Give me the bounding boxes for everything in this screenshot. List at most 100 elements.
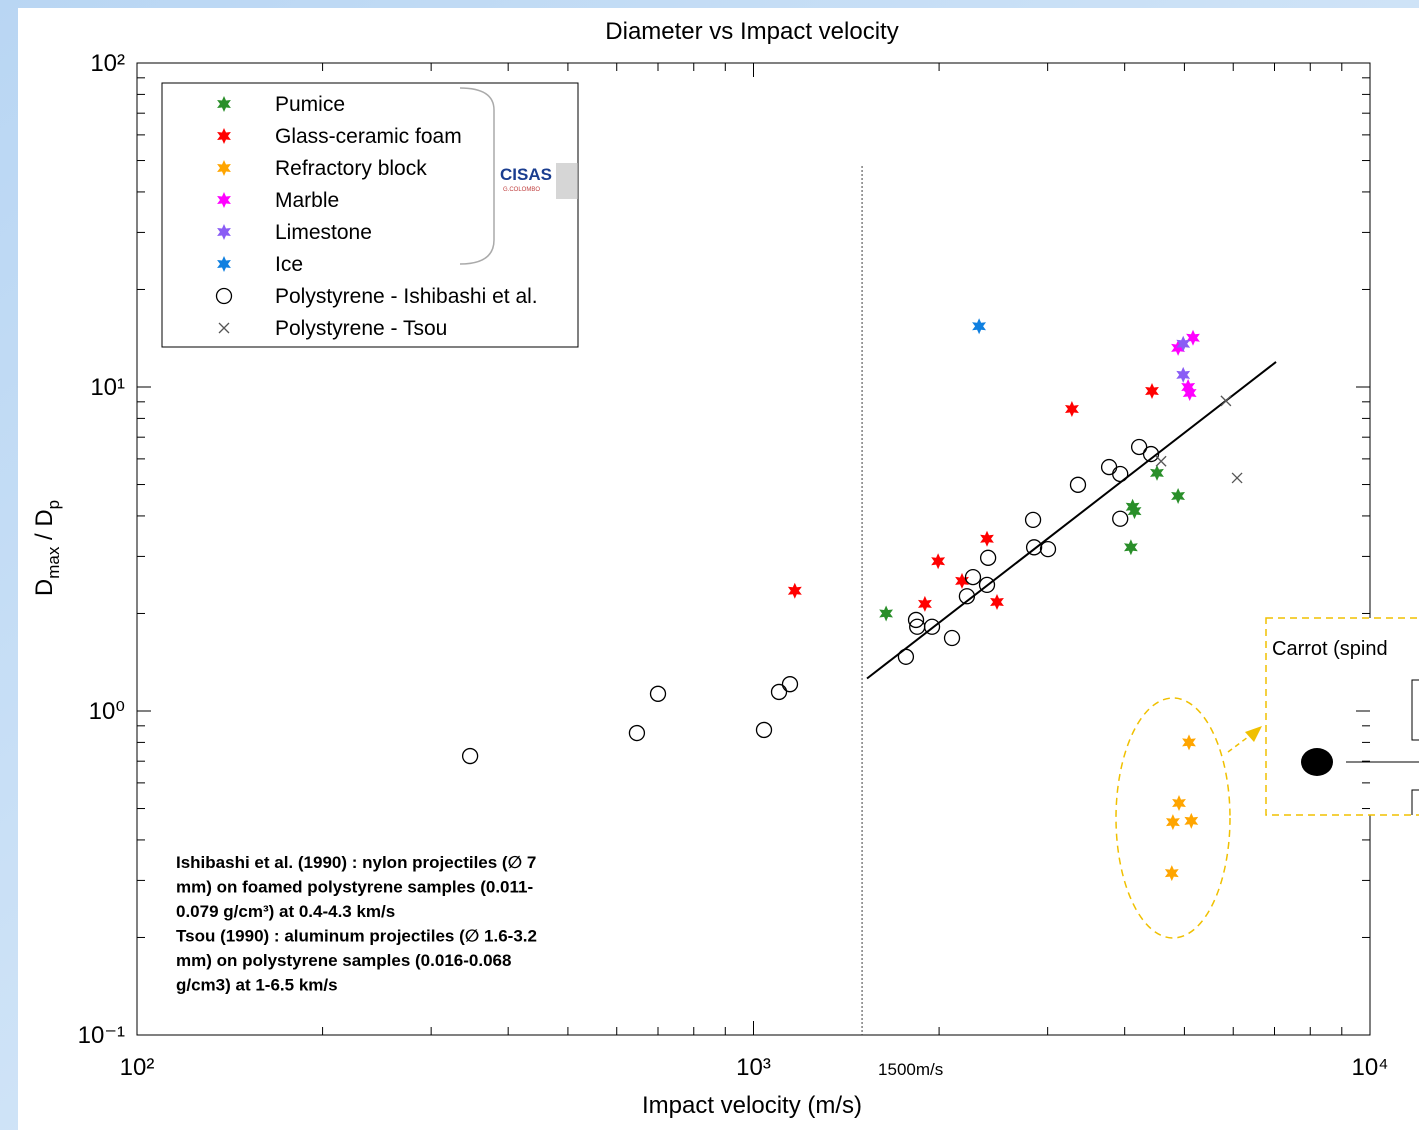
legend-label: Polystyrene - Ishibashi et al. <box>275 285 538 308</box>
point <box>1176 335 1191 352</box>
point <box>1171 339 1185 356</box>
legend-marker <box>217 192 231 208</box>
inset-label: Carrot (spind <box>1272 638 1388 660</box>
legend-label: Refractory block <box>275 157 427 180</box>
point <box>1069 476 1087 493</box>
point <box>1024 511 1042 529</box>
point <box>461 747 479 765</box>
point <box>1112 510 1129 527</box>
point <box>1176 366 1191 383</box>
point <box>1125 498 1140 515</box>
legend-label: Limestone <box>275 221 372 244</box>
point <box>980 530 994 547</box>
note-line: g/cm3) at 1-6.5 km/s <box>176 976 338 995</box>
point <box>978 576 996 594</box>
y-label-sub: max <box>44 546 63 579</box>
point <box>755 721 773 739</box>
inset-box <box>1265 617 1419 816</box>
point <box>787 582 802 599</box>
note-line: 0.079 g/cm³) at 0.4-4.3 km/s <box>176 902 395 921</box>
y-tick-label: 10⁰ <box>89 698 125 725</box>
point <box>964 568 982 586</box>
y-tick-label: 10⁻¹ <box>78 1022 125 1049</box>
point <box>1166 814 1180 831</box>
point <box>1181 379 1196 395</box>
legend-label: Ice <box>275 253 303 276</box>
inset-shape <box>1411 679 1419 741</box>
legend-marker <box>217 224 231 240</box>
note-line: Tsou (1990) : aluminum projectiles (∅ 1.… <box>176 927 537 946</box>
point <box>879 605 893 622</box>
y-label-part: / D <box>31 509 58 546</box>
point <box>979 549 997 566</box>
inset-projectile <box>1301 748 1333 776</box>
x-tick-label: 10⁴ <box>1351 1054 1388 1081</box>
inset-shape <box>1411 789 1419 815</box>
y-tick-label: 10¹ <box>90 374 125 401</box>
point <box>1150 464 1164 481</box>
note-line: mm) on foamed polystyrene samples (0.011… <box>176 878 533 897</box>
point <box>1172 795 1186 811</box>
point <box>1182 385 1197 401</box>
reference-label: 1500m/s <box>878 1060 943 1079</box>
point <box>955 572 969 589</box>
point <box>649 685 667 702</box>
point <box>1182 734 1196 751</box>
point <box>918 595 932 612</box>
y-label-sub: p <box>44 500 63 509</box>
point <box>1231 472 1243 484</box>
point <box>628 724 646 742</box>
point <box>1025 539 1043 556</box>
legend-label: Glass-ceramic foam <box>275 125 462 148</box>
point <box>1127 503 1142 520</box>
chart-title: Diameter vs Impact velocity <box>605 18 898 45</box>
point <box>1112 465 1129 483</box>
legend-marker <box>217 256 231 272</box>
y-label-part: D <box>31 579 58 596</box>
point <box>1124 539 1138 556</box>
legend-marker <box>217 128 231 144</box>
legend-marker <box>217 160 231 176</box>
y-tick-label: 10² <box>90 50 125 77</box>
brace <box>459 87 495 265</box>
point <box>931 553 946 570</box>
x-tick-label: 10² <box>120 1054 155 1081</box>
note-line: mm) on polystyrene samples (0.016-0.068 <box>176 951 511 970</box>
legend-label: Pumice <box>275 93 345 116</box>
point <box>972 318 986 335</box>
fit-line <box>866 361 1277 680</box>
note: Ishibashi et al. (1990) : nylon projecti… <box>176 853 537 995</box>
legend-marker <box>217 96 231 112</box>
point <box>1155 455 1167 467</box>
legend-box <box>161 82 579 348</box>
logo-text: CISAS <box>500 165 552 184</box>
point <box>907 611 925 629</box>
y-axis-label: Dmax / Dp <box>31 500 63 596</box>
point <box>990 594 1004 610</box>
callout-ellipse <box>1115 697 1231 939</box>
point <box>1130 438 1148 456</box>
point <box>1220 395 1232 407</box>
callout-arrow <box>1227 733 1253 753</box>
point <box>923 618 941 635</box>
point <box>1164 865 1179 882</box>
point <box>958 588 976 605</box>
point <box>770 683 788 701</box>
legend-marker <box>215 287 233 305</box>
point <box>1186 329 1200 346</box>
logo-subtext: G.COLOMBO <box>503 187 540 193</box>
point <box>1171 488 1185 504</box>
logo-figure <box>556 163 578 199</box>
callout-arrowhead <box>1245 726 1262 742</box>
note-line: Ishibashi et al. (1990) : nylon projecti… <box>176 853 536 872</box>
legend-marker <box>218 322 230 334</box>
x-axis-label: Impact velocity (m/s) <box>642 1092 862 1119</box>
legend-label: Marble <box>275 189 339 212</box>
point <box>1039 540 1057 558</box>
point <box>1142 445 1160 463</box>
point <box>943 629 961 647</box>
point <box>897 648 915 665</box>
x-tick-label: 10³ <box>736 1054 771 1081</box>
